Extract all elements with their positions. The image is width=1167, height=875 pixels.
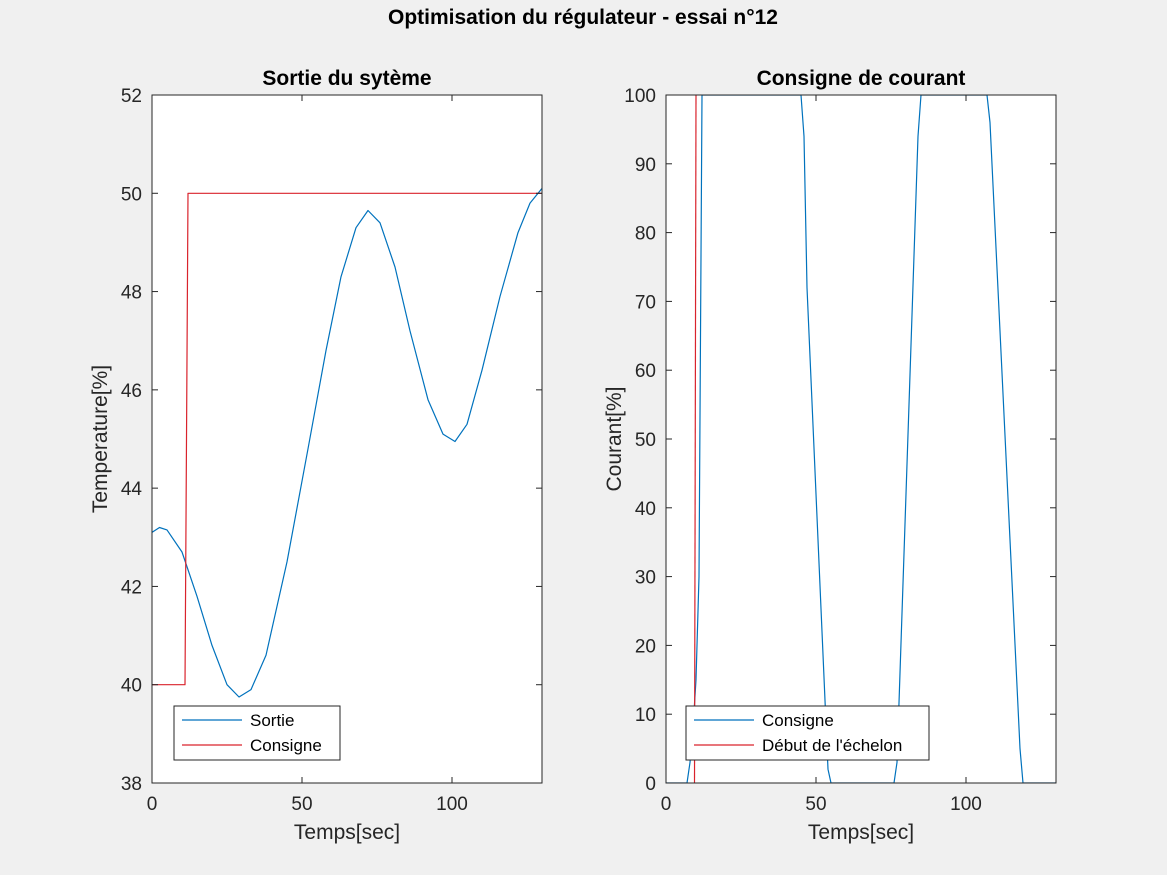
series-line-1 xyxy=(152,188,542,698)
legend-box xyxy=(685,705,930,761)
x-tick-label: 50 xyxy=(805,794,826,815)
plot-area xyxy=(152,95,542,783)
x-tick-label: 100 xyxy=(436,794,468,815)
plot-area xyxy=(666,95,1056,783)
series-group xyxy=(666,95,1056,783)
x-tick-label: 0 xyxy=(661,794,672,815)
y-tick-label: 48 xyxy=(121,283,142,304)
y-tick-label: 44 xyxy=(121,479,143,500)
series-line-2 xyxy=(152,192,542,686)
x-axis-label: Temps[sec] xyxy=(808,821,914,844)
legend-label-1: Sortie xyxy=(250,711,294,730)
y-tick-label: 100 xyxy=(624,86,656,107)
figure-title: Optimisation du régulateur - essai n°12 xyxy=(388,6,778,29)
y-tick-label: 38 xyxy=(121,774,142,795)
y-axis-label: Courant[%] xyxy=(603,386,626,491)
y-axis-label: Temperature[%] xyxy=(89,365,112,513)
x-tick-label: 50 xyxy=(291,794,312,815)
x-tick-label: 0 xyxy=(147,794,158,815)
y-tick-label: 52 xyxy=(121,86,142,107)
y-tick-label: 40 xyxy=(635,499,656,520)
y-tick-label: 42 xyxy=(121,577,142,598)
y-tick-label: 46 xyxy=(121,381,142,402)
legend-label-2: Début de l'échelon xyxy=(762,736,902,755)
y-tick-label: 50 xyxy=(121,184,142,205)
y-tick-label: 40 xyxy=(121,676,142,697)
y-tick-label: 0 xyxy=(645,774,656,795)
subplot-title: Sortie du sytème xyxy=(262,67,431,90)
series-group xyxy=(152,188,542,698)
y-tick-label: 60 xyxy=(635,361,656,382)
y-tick-label: 30 xyxy=(635,568,656,589)
legend: Consigne Début de l'échelon xyxy=(685,705,930,761)
y-tick-label: 50 xyxy=(635,430,656,451)
y-tick-label: 20 xyxy=(635,636,656,657)
x-axis-label: Temps[sec] xyxy=(294,821,400,844)
y-tick-label: 80 xyxy=(635,224,656,245)
y-tick-label: 90 xyxy=(635,155,656,176)
legend-label-1: Consigne xyxy=(762,711,834,730)
series-line-2 xyxy=(693,95,697,783)
subplot-2: 0 50 100 0 10 20 30 40 50 60 70 80 90 100 Consigne de … xyxy=(603,67,1057,844)
legend: Sortie Consigne xyxy=(173,705,341,761)
x-tick-label: 100 xyxy=(950,794,982,815)
y-tick-label: 10 xyxy=(635,705,656,726)
legend-box xyxy=(173,705,341,761)
subplot-title: Consigne de courant xyxy=(757,67,966,90)
subplot-1: 0 50 100 38 40 42 44 46 48 50 52 Sortie du sytème Te… xyxy=(89,67,543,844)
axes-frame xyxy=(151,94,543,784)
legend-label-2: Consigne xyxy=(250,736,322,755)
y-tick-label: 70 xyxy=(635,292,656,313)
